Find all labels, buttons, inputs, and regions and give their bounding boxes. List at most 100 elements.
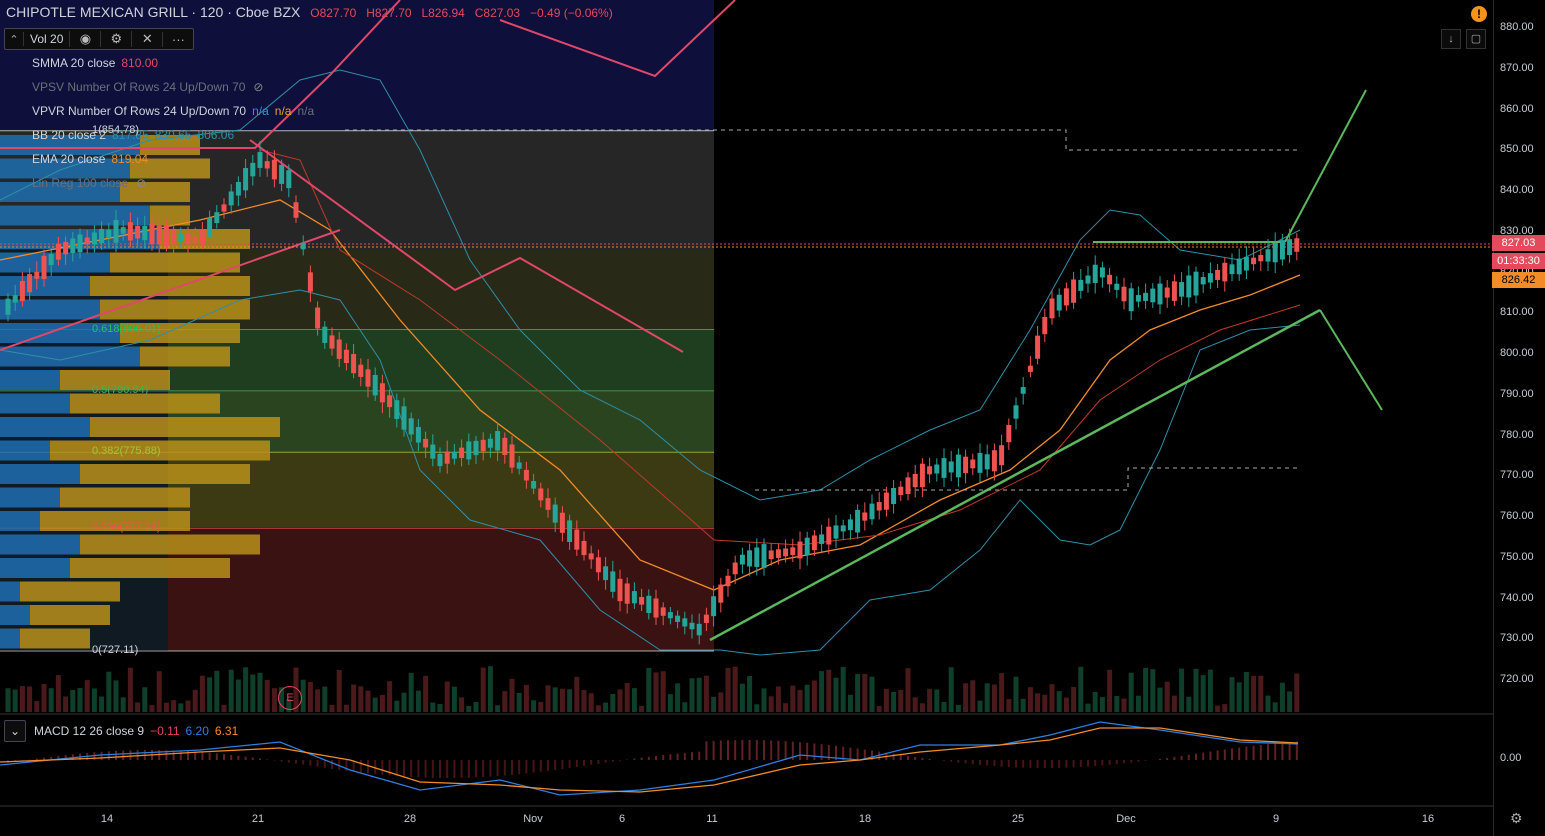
- candle-body: [12, 295, 18, 303]
- ema-value: 819.04: [111, 152, 149, 166]
- volume-profile-down-bar: [60, 370, 170, 390]
- macd-histogram-bar: [957, 760, 960, 763]
- macd-histogram-bar: [172, 750, 175, 760]
- candle-body: [423, 438, 429, 448]
- candle-body: [696, 623, 702, 636]
- macd-histogram-bar: [482, 760, 485, 778]
- price-tick-label: 810.00: [1500, 306, 1534, 319]
- smma-legend-row[interactable]: SMMA 20 close 810.00: [4, 51, 314, 75]
- bb-legend-row[interactable]: BB 20 close 2 817.85 830.65 806.06: [4, 123, 314, 147]
- volume-bar: [970, 680, 976, 712]
- volume-legend-row: ⌃ Vol 20 ◉ ⚙ ✕ ···: [4, 27, 314, 51]
- candle-body: [1056, 294, 1062, 311]
- macd-histogram-bar: [964, 760, 967, 764]
- maximize-icon[interactable]: ▢: [1466, 29, 1486, 49]
- candle-body: [430, 444, 436, 459]
- macd-histogram-bar: [1029, 760, 1032, 768]
- linreg-legend-row[interactable]: Lin Reg 100 close ⊘: [4, 171, 314, 195]
- warning-icon[interactable]: !: [1471, 6, 1487, 22]
- candle-body: [1092, 264, 1098, 283]
- volume-bar: [423, 675, 429, 712]
- macd-histogram-bar: [230, 754, 233, 760]
- candle-body: [120, 227, 126, 234]
- volume-bar: [739, 683, 745, 712]
- candle-body: [243, 168, 249, 191]
- volume-bar: [531, 700, 537, 712]
- eye-hidden-icon[interactable]: ⊘: [136, 176, 147, 190]
- candle-body: [610, 571, 616, 592]
- candle-body: [919, 463, 925, 488]
- dashed-level: [345, 129, 1300, 151]
- volume-toolbar[interactable]: ⌃ Vol 20 ◉ ⚙ ✕ ···: [4, 28, 195, 50]
- volume-bar: [732, 666, 738, 712]
- vpsv-name: VPSV Number Of Rows 24 Up/Down 70: [32, 80, 246, 94]
- volume-bar: [718, 692, 724, 712]
- macd-histogram-bar: [223, 754, 225, 760]
- volume-label[interactable]: Vol 20: [23, 32, 69, 46]
- macd-histogram-bar: [57, 755, 60, 760]
- volume-bar: [984, 683, 990, 712]
- volume-bar: [1251, 675, 1257, 712]
- macd-histogram-bar: [813, 743, 816, 760]
- macd-histogram-bar: [475, 760, 477, 778]
- volume-bar: [1294, 673, 1300, 712]
- vpvr-legend-row[interactable]: VPVR Number Of Rows 24 Up/Down 70 n/a n/…: [4, 99, 314, 123]
- macd-histogram-bar: [993, 760, 996, 767]
- macd-histogram-bar: [561, 760, 564, 769]
- macd-histogram-bar: [554, 760, 557, 770]
- ema-legend-row[interactable]: EMA 20 close 819.04: [4, 147, 314, 171]
- volume-bar: [401, 692, 407, 712]
- volume-profile-down-bar: [80, 534, 260, 555]
- macd-histogram-bar: [1036, 760, 1039, 768]
- candle-body: [667, 612, 673, 619]
- macd-histogram-bar: [1180, 755, 1183, 760]
- eye-hidden-icon[interactable]: ⊘: [253, 80, 264, 94]
- volume-bar: [1258, 675, 1264, 712]
- macd-histogram-bar: [1123, 760, 1125, 764]
- volume-bar: [5, 688, 11, 712]
- price-tick-label: 790.00: [1500, 387, 1534, 400]
- macd-name: MACD 12 26 close 9: [34, 724, 145, 738]
- time-tick-label: 21: [251, 813, 265, 825]
- candle-body: [826, 526, 832, 545]
- candle-body: [387, 395, 393, 408]
- price-axis[interactable]: [1493, 0, 1545, 836]
- arrow-down-icon[interactable]: ↓: [1441, 29, 1461, 49]
- macd-histogram-bar: [698, 751, 701, 760]
- chevron-down-icon[interactable]: ⌄: [4, 720, 26, 742]
- candle-body: [163, 225, 169, 247]
- candle-body: [55, 243, 61, 260]
- macd-histogram-bar: [165, 750, 168, 760]
- volume-bar: [55, 675, 61, 712]
- candle-body: [401, 406, 407, 430]
- more-icon[interactable]: ···: [162, 31, 193, 47]
- earnings-marker[interactable]: E: [278, 686, 302, 710]
- macd-histogram-bar: [1072, 760, 1075, 768]
- volume-bar: [415, 690, 421, 712]
- macd-legend[interactable]: ⌄ MACD 12 26 close 9 −0.11 6.20 6.31: [4, 720, 238, 742]
- macd-histogram-bar: [295, 760, 297, 764]
- eye-icon[interactable]: ◉: [69, 31, 100, 47]
- macd-histogram-bar: [100, 751, 103, 760]
- candle-body: [394, 400, 400, 419]
- green-projection-up: [1284, 89, 1367, 243]
- chevron-up-icon[interactable]: ⌃: [9, 33, 19, 46]
- volume-bar: [106, 671, 112, 712]
- volume-bar: [91, 688, 97, 712]
- green-trendline: [709, 308, 1321, 642]
- settings-gear-icon[interactable]: ⚙: [1510, 810, 1523, 826]
- volume-bar: [271, 688, 277, 712]
- volume-bar: [1272, 702, 1278, 712]
- candle-body: [761, 544, 767, 568]
- candle-body: [127, 222, 133, 241]
- close-icon[interactable]: ✕: [131, 31, 162, 47]
- candle-body: [1186, 275, 1192, 298]
- candle-body: [372, 374, 378, 396]
- gear-icon[interactable]: ⚙: [100, 31, 131, 47]
- vpsv-legend-row[interactable]: VPSV Number Of Rows 24 Up/Down 70 ⊘: [4, 75, 314, 99]
- candle-body: [718, 584, 724, 603]
- volume-bar: [1193, 668, 1199, 712]
- macd-histogram-bar: [705, 741, 708, 760]
- macd-histogram-bar: [863, 749, 866, 760]
